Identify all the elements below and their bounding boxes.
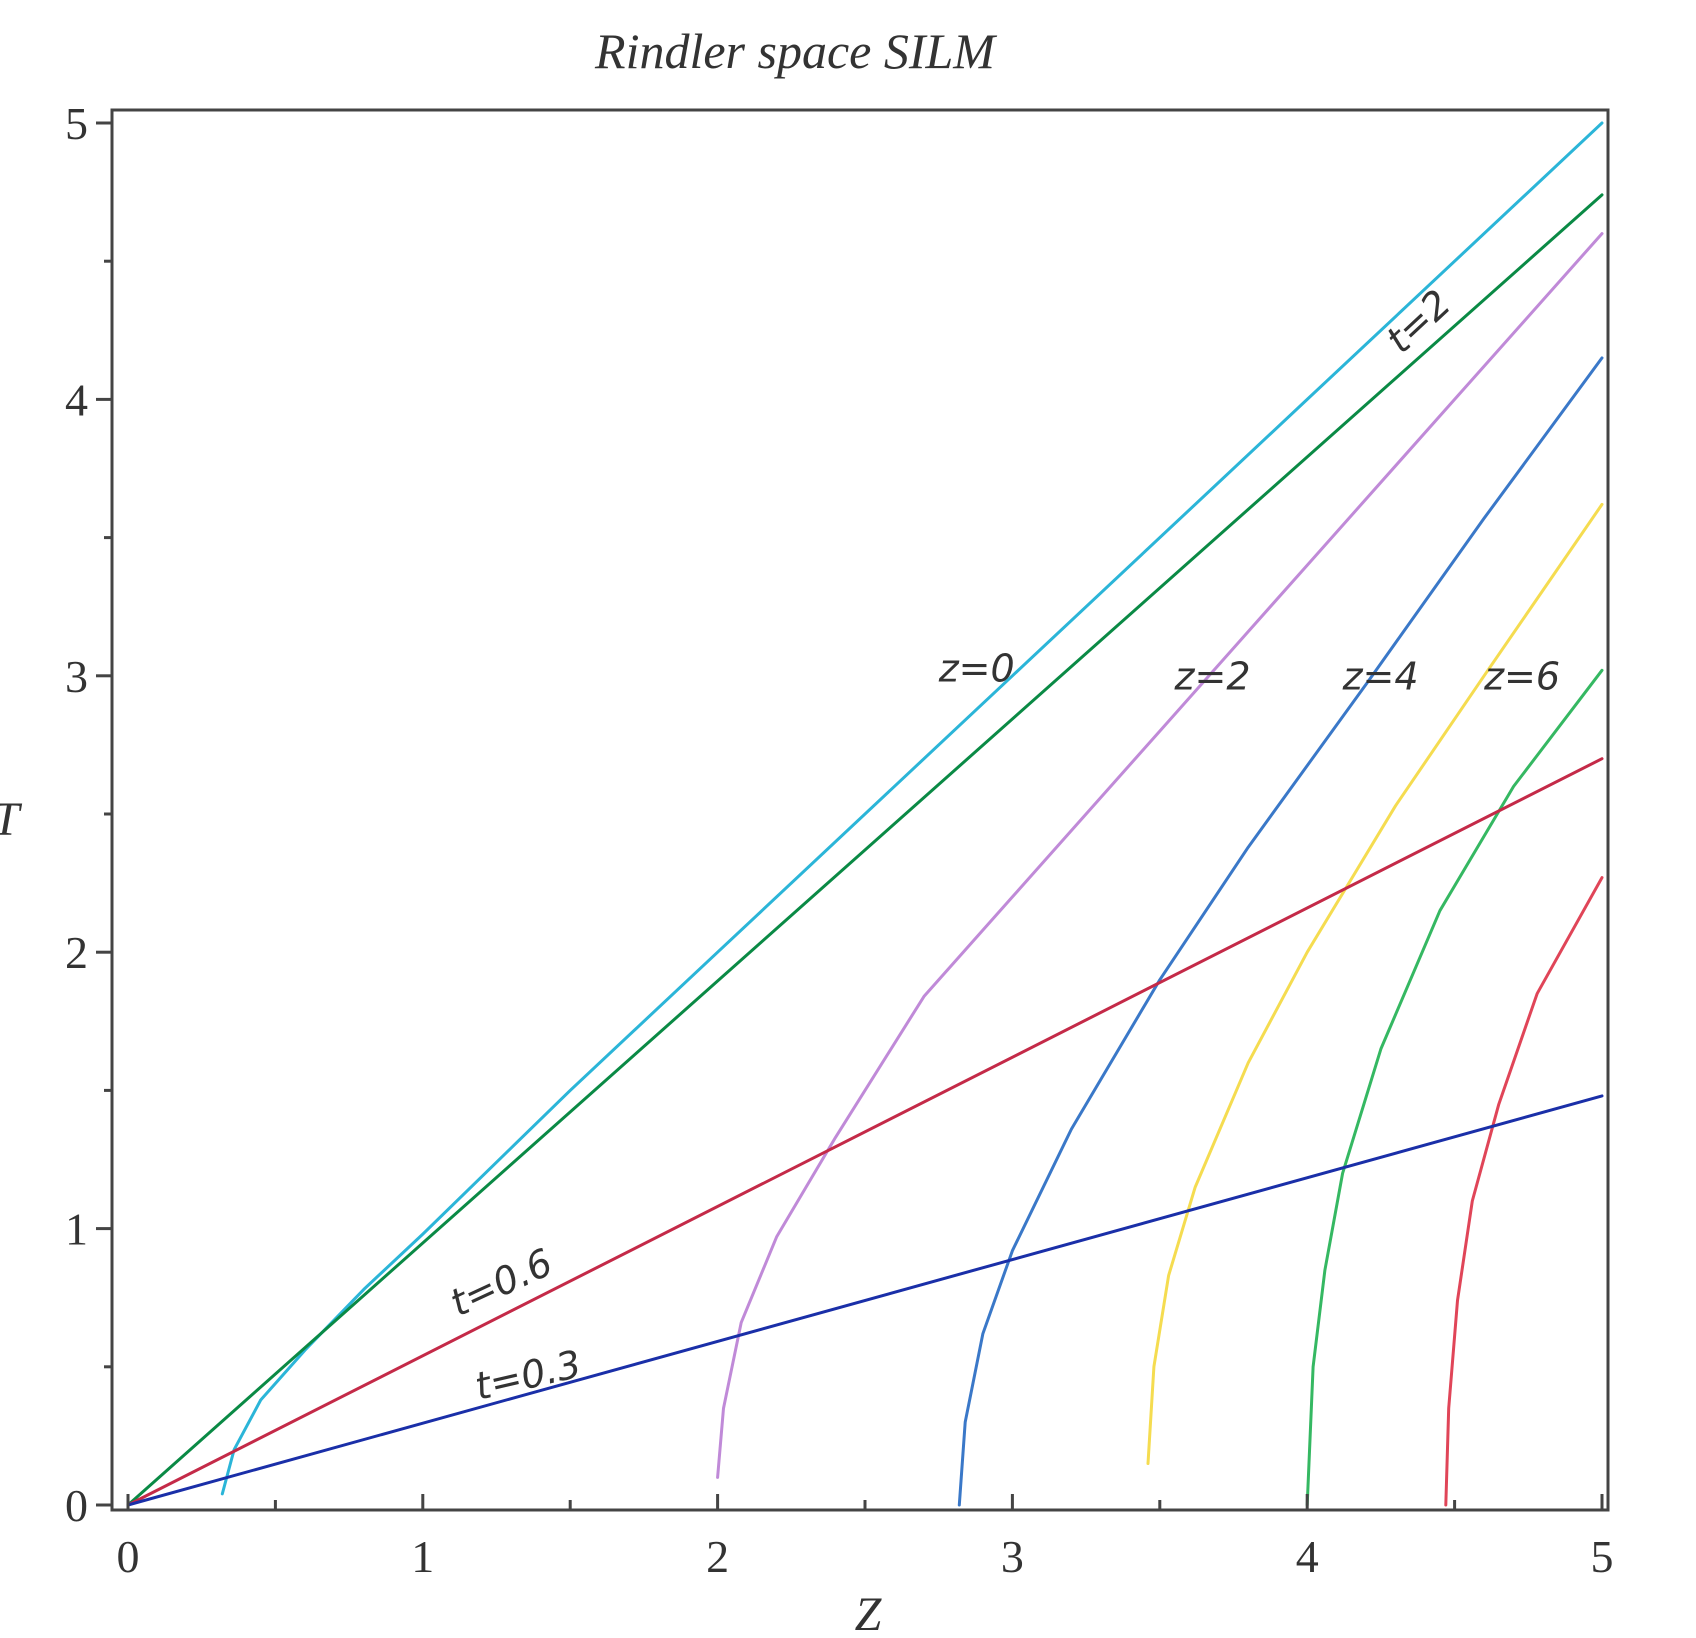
constant-z-curve-5 bbox=[1444, 876, 1604, 1507]
annotation-label: t=2 bbox=[1378, 281, 1460, 362]
annotation-label: z=4 bbox=[1342, 655, 1419, 699]
x-tick-label: 5 bbox=[1591, 1531, 1614, 1582]
annotation-label: z=6 bbox=[1483, 655, 1560, 699]
x-axis: 0 1 2 3 4 5 bbox=[117, 1494, 1614, 1582]
y-tick-label: 3 bbox=[65, 651, 88, 702]
constant-t-curve-7 bbox=[126, 757, 1604, 1507]
constant-z-curve-0 bbox=[220, 121, 1604, 1496]
curves bbox=[126, 121, 1604, 1507]
annotation-label: z=0 bbox=[938, 646, 1015, 690]
annotation-label: t=0.6 bbox=[443, 1240, 559, 1325]
x-tick-label: 4 bbox=[1296, 1531, 1319, 1582]
chart-title: Rindler space SILM bbox=[594, 23, 997, 79]
constant-z-curve-4 bbox=[1305, 668, 1604, 1507]
x-axis-label: Z bbox=[855, 1588, 883, 1638]
constant-t-curve-6 bbox=[126, 193, 1604, 1507]
constant-t-curve-8 bbox=[126, 1094, 1604, 1507]
x-tick-label: 2 bbox=[706, 1531, 729, 1582]
y-tick-label: 0 bbox=[65, 1480, 88, 1531]
x-tick-label: 3 bbox=[1001, 1531, 1024, 1582]
y-tick-label: 5 bbox=[65, 98, 88, 149]
x-tick-label: 0 bbox=[117, 1531, 140, 1582]
x-tick-label: 1 bbox=[411, 1531, 434, 1582]
constant-z-curve-3 bbox=[1146, 502, 1604, 1465]
annotation-label: z=2 bbox=[1174, 655, 1251, 699]
constant-z-curve-2 bbox=[957, 356, 1604, 1507]
y-axis: 0 1 2 3 4 5 bbox=[65, 98, 112, 1531]
y-axis-label: T bbox=[0, 793, 23, 846]
annotations: z=0 z=2 z=4 z=6 t=2 t=0.6 t=0.3 bbox=[443, 281, 1560, 1409]
y-tick-label: 4 bbox=[65, 374, 88, 425]
plot-frame bbox=[110, 108, 1610, 1512]
annotation-label: t=0.3 bbox=[471, 1342, 585, 1409]
y-tick-label: 2 bbox=[65, 927, 88, 978]
y-tick-label: 1 bbox=[65, 1204, 88, 1255]
constant-z-curve-1 bbox=[716, 232, 1604, 1479]
